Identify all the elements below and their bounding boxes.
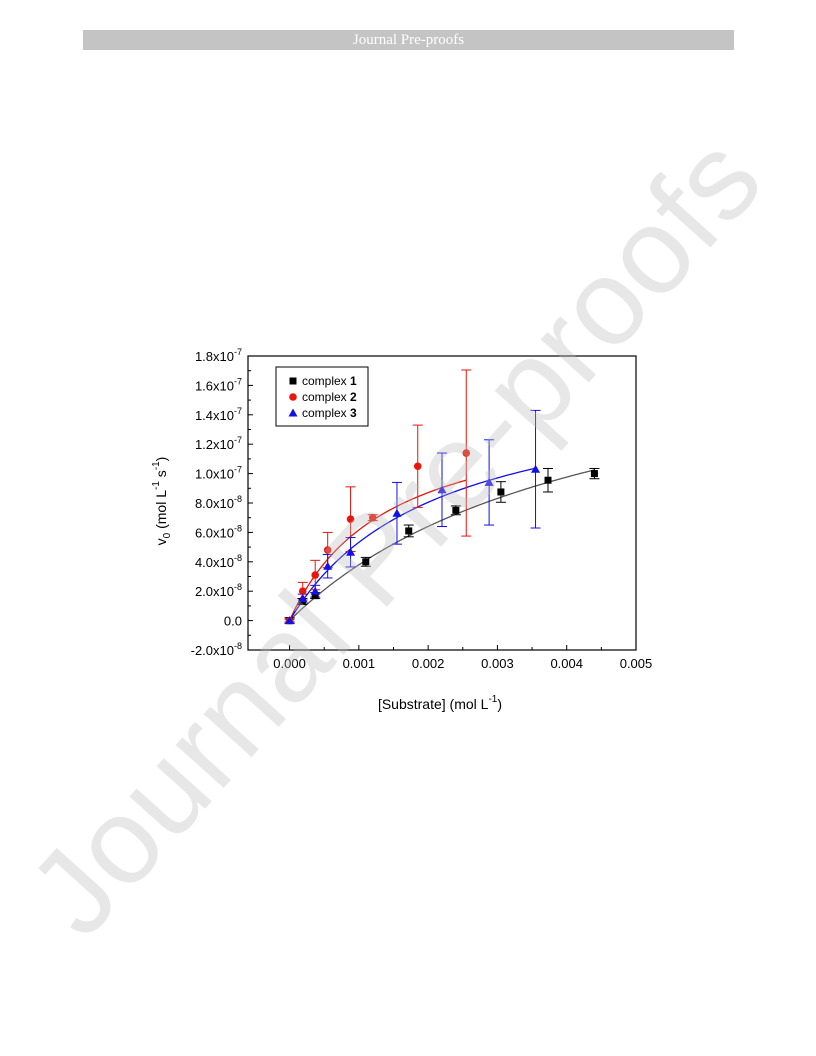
data-point-series-2	[323, 546, 332, 554]
y-tick-label: 4.0x10-8	[195, 553, 242, 570]
data-point-series-3	[298, 594, 308, 603]
data-point-series-3	[310, 586, 320, 595]
legend-label-series-1: complex 1	[302, 374, 357, 388]
data-point-series-2	[298, 587, 307, 595]
data-point-series-3	[285, 616, 295, 625]
data-point-series-3	[392, 508, 402, 517]
y-tick-label: 1.8x10-7	[195, 347, 242, 364]
y-tick-label: 1.4x10-7	[195, 406, 242, 423]
x-axis-title: [Substrate] (mol L-1)	[378, 694, 502, 712]
data-point-series-3	[346, 547, 356, 556]
y-tick-label: 0.0	[224, 614, 242, 629]
x-tick-label: 0.001	[343, 656, 376, 671]
x-tick-label: 0.000	[273, 656, 306, 671]
y-tick-label-exponent: -7	[234, 376, 242, 386]
y-axis-title-v: v	[153, 538, 169, 545]
data-point-series-3	[323, 561, 333, 570]
y-tick-label: 1.0x10-7	[195, 465, 242, 482]
y-tick-label-base: 1.4x10	[195, 408, 234, 423]
y-tick-label-exponent: -8	[234, 523, 242, 533]
y-tick-label-base: 1.8x10	[195, 349, 234, 364]
data-point-series-1	[590, 470, 598, 478]
y-axis-title-sup2: -1	[151, 461, 162, 470]
y-tick-label-exponent: -7	[234, 406, 242, 416]
data-point-series-2	[346, 515, 355, 523]
y-tick-label-exponent: -8	[234, 553, 242, 563]
y-axis-title-sup1: -1	[151, 481, 162, 490]
data-point-series-2	[311, 571, 320, 579]
y-axis-title-mid: (mol L	[153, 490, 169, 533]
data-point-series-1	[311, 592, 319, 600]
data-point-series-1	[497, 488, 505, 496]
data-point-series-1	[405, 527, 413, 535]
y-tick-label-base: 6.0x10	[195, 525, 234, 540]
data-point-series-1	[452, 506, 460, 514]
x-axis-title-main: [Substrate] (mol L	[378, 696, 489, 712]
legend-marker-series-2	[289, 393, 297, 401]
legend-label-series-2: complex 2	[302, 390, 357, 404]
x-tick-label: 0.003	[481, 656, 514, 671]
y-tick-label: 1.2x10-7	[195, 435, 242, 452]
y-tick-label-base: 2.0x10	[195, 584, 234, 599]
x-tick-label: 0.002	[412, 656, 445, 671]
journal-banner: Journal Pre-proofs	[83, 30, 734, 50]
data-point-series-1	[544, 476, 552, 484]
y-axis-title: v0 (mol L-1 s-1)	[151, 457, 173, 546]
legend-marker-series-1	[289, 377, 297, 385]
y-tick-label-base: 4.0x10	[195, 555, 234, 570]
y-tick-label-base: 1.2x10	[195, 437, 234, 452]
axis-titles: [Substrate] (mol L-1)v0 (mol L-1 s-1)	[151, 457, 502, 712]
data-point-series-3	[437, 485, 447, 494]
y-axis-title-close: )	[153, 457, 169, 462]
y-tick-label: 8.0x10-8	[195, 494, 242, 511]
x-tick-label: 0.005	[620, 656, 653, 671]
data-point-series-2	[368, 513, 377, 522]
y-tick-label: -2.0x10-8	[191, 641, 242, 658]
legend-marker-series-3	[288, 408, 298, 417]
y-tick-label: 6.0x10-8	[195, 523, 242, 540]
y-tick-label: 1.6x10-7	[195, 376, 242, 393]
y-tick-label: 2.0x10-8	[195, 582, 242, 599]
y-tick-label-exponent: -7	[234, 435, 242, 445]
legend-label-number: 1	[350, 374, 357, 388]
legend-label-text: complex	[302, 390, 350, 404]
data-point-series-2	[462, 449, 471, 457]
y-tick-label-exponent: -8	[234, 494, 242, 504]
legend-label-series-3: complex 3	[302, 406, 357, 420]
data-point-series-3	[484, 477, 494, 486]
y-tick-label-base: 1.6x10	[195, 378, 234, 393]
y-tick-label-exponent: -8	[234, 582, 242, 592]
ticks-layer: 0.000 0.001 0.002 0.003 0.004 0.005-2.0x10-80…	[191, 347, 653, 671]
x-axis-title-sup: -1	[488, 694, 497, 705]
y-tick-label-base: 1.0x10	[195, 467, 234, 482]
data-point-series-1	[362, 558, 370, 566]
y-tick-label-base: -2.0x10	[191, 643, 234, 658]
y-tick-label-base: 0.0	[224, 614, 242, 629]
legend-label-text: complex	[302, 374, 350, 388]
x-tick-label: 0.004	[550, 656, 583, 671]
y-axis-title-sub: 0	[162, 532, 173, 538]
y-tick-label-exponent: -7	[234, 465, 242, 475]
legend-label-number: 2	[350, 390, 357, 404]
legend-label-number: 3	[350, 406, 357, 420]
y-tick-label-exponent: -8	[234, 641, 242, 651]
plot-layer	[284, 369, 600, 625]
y-axis-title-s: s	[153, 470, 169, 481]
y-tick-label-exponent: -7	[234, 347, 242, 357]
y-tick-label-base: 8.0x10	[195, 496, 234, 511]
x-axis-title-close: )	[497, 696, 502, 712]
legend-label-text: complex	[302, 406, 350, 420]
data-point-series-2	[413, 462, 422, 471]
fit-curve-series-2	[288, 479, 467, 621]
data-point-series-3	[531, 464, 541, 473]
